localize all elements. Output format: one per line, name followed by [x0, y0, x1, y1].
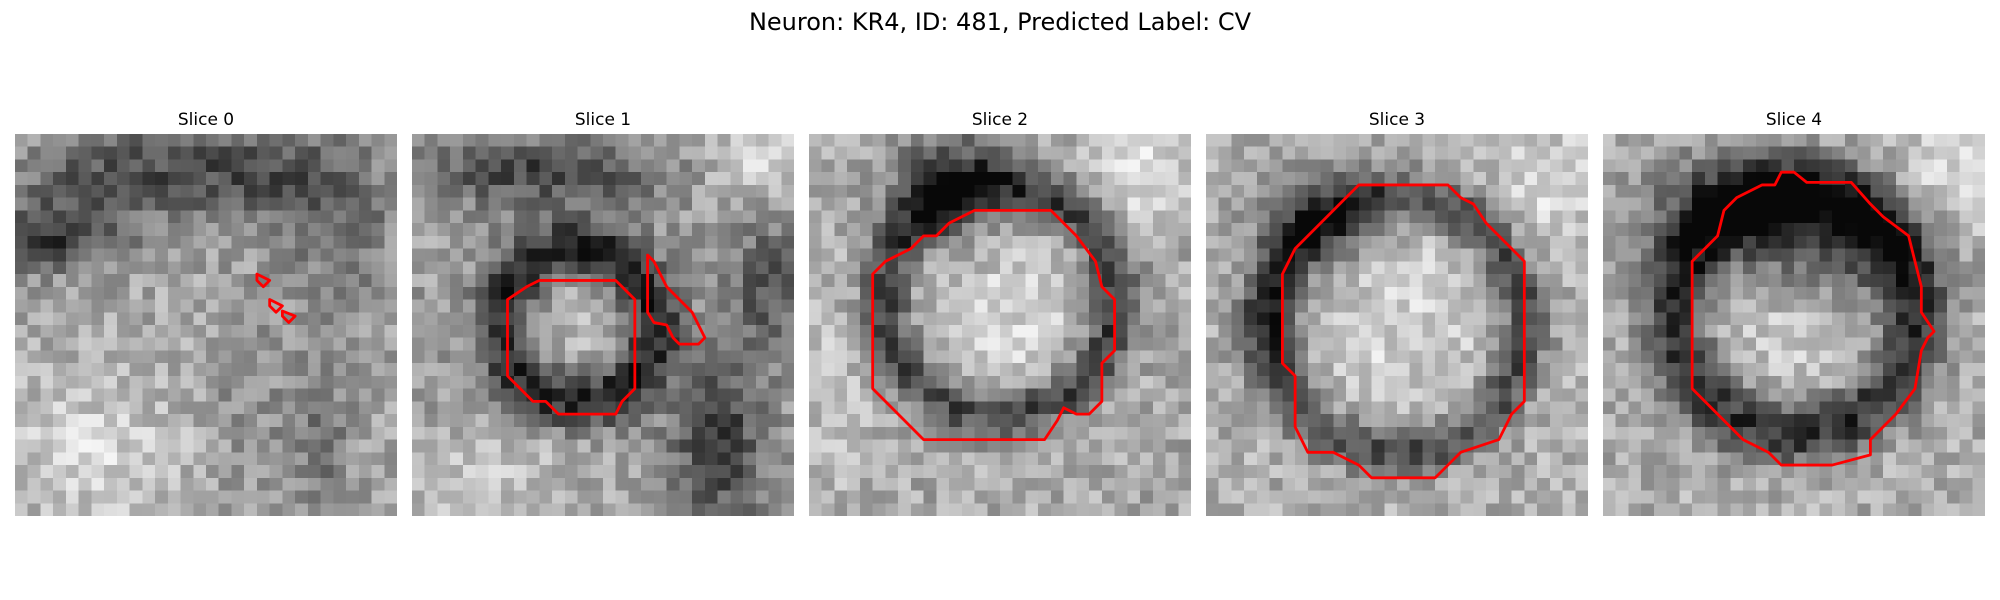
- contour-1-1: [646, 253, 707, 346]
- slice-panel-4: Slice 4: [1603, 110, 1985, 516]
- slice-title: Slice 2: [971, 110, 1029, 130]
- contour-2-0: [871, 208, 1117, 442]
- slice-title: Slice 0: [177, 110, 235, 130]
- contour-3-0: [1280, 183, 1526, 480]
- slice-panel-2: Slice 2: [809, 110, 1191, 516]
- slice-image-0: [15, 134, 397, 516]
- contour-0-2: [280, 309, 297, 324]
- slice-image-1: [412, 134, 794, 516]
- contour-4-0: [1690, 170, 1936, 467]
- slice-title: Slice 1: [574, 110, 632, 130]
- slice-title: Slice 4: [1765, 110, 1823, 130]
- contour-1-0: [506, 279, 637, 416]
- slice-panel-3: Slice 3: [1206, 110, 1588, 516]
- slice-image-3: [1206, 134, 1588, 516]
- slice-panel-1: Slice 1: [412, 110, 794, 516]
- figure-title: Neuron: KR4, ID: 481, Predicted Label: C…: [748, 8, 1252, 36]
- slice-title: Slice 3: [1368, 110, 1426, 130]
- contour-0-0: [255, 272, 272, 289]
- slice-image-4: [1603, 134, 1985, 516]
- contour-0-1: [268, 298, 284, 314]
- slice-panel-0: Slice 0: [15, 110, 397, 516]
- slice-image-2: [809, 134, 1191, 516]
